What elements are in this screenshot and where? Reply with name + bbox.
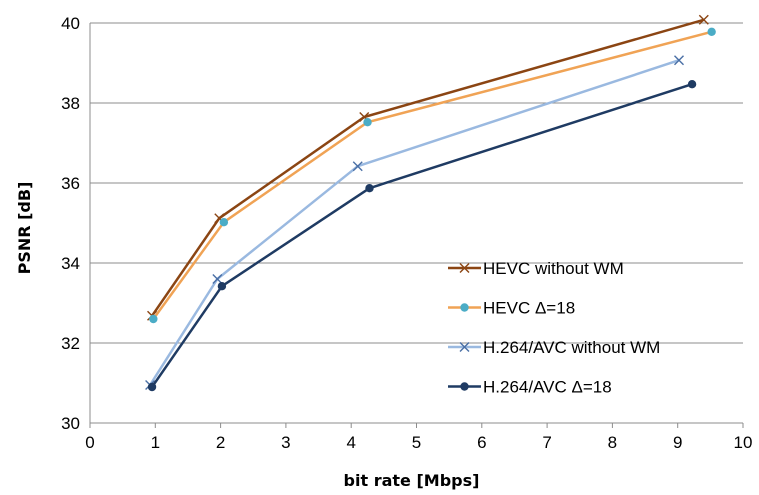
- data-point: [147, 382, 157, 392]
- data-point: [687, 80, 697, 89]
- x-tick-label: 10: [734, 433, 753, 452]
- data-point: [363, 118, 372, 127]
- series-line: [152, 30, 712, 320]
- data-point: [149, 314, 158, 324]
- series-4: [147, 80, 697, 392]
- x-tick-label: 8: [608, 433, 617, 452]
- series-2: [149, 27, 716, 324]
- series-layer: [145, 14, 716, 392]
- data-point: [365, 184, 374, 193]
- data-point: [707, 27, 716, 36]
- x-tick-label: 0: [85, 433, 94, 452]
- legend-item: HEVC Δ=18: [448, 299, 575, 318]
- series-line: [151, 83, 693, 388]
- x-axis-title: bit rate [Mbps]: [344, 471, 480, 490]
- x-tick-label: 6: [477, 433, 486, 452]
- legend-item: H.264/AVC without WM: [448, 338, 660, 357]
- x-tick-label: 5: [412, 433, 421, 452]
- data-point: [698, 14, 709, 25]
- data-point: [212, 274, 223, 284]
- data-point: [352, 161, 363, 172]
- y-tick-label: 38: [61, 94, 80, 113]
- legend-marker: [460, 303, 469, 312]
- legend-marker: [459, 342, 470, 352]
- series-line: [149, 59, 680, 386]
- legend-item: HEVC without WM: [448, 259, 624, 278]
- legend-label: HEVC Δ=18: [483, 299, 575, 318]
- y-tick-label: 40: [61, 14, 80, 33]
- y-axis-title: PSNR [dB]: [15, 182, 34, 275]
- legend-label: HEVC without WM: [483, 259, 624, 278]
- legend-label: H.264/AVC without WM: [483, 338, 660, 357]
- x-tick-label: 7: [542, 433, 551, 452]
- x-tick-label: 4: [346, 433, 355, 452]
- y-tick-label: 32: [61, 334, 80, 353]
- x-tick-label: 3: [281, 433, 290, 452]
- legend: HEVC without WM HEVC Δ=18 H.264/AVC withou…: [448, 259, 660, 397]
- x-tick-label: 2: [216, 433, 225, 452]
- legend-marker: [459, 263, 470, 273]
- y-tick-label: 30: [61, 414, 80, 433]
- y-tick-label: 34: [61, 254, 80, 273]
- x-tick-label: 1: [151, 433, 160, 452]
- y-tick-label: 36: [61, 174, 80, 193]
- y-tick-labels: 30 32 34 36 38 40: [61, 14, 80, 433]
- legend-item: H.264/AVC Δ=18: [448, 378, 612, 397]
- data-point: [674, 55, 685, 66]
- data-point: [217, 282, 227, 291]
- data-point: [219, 218, 229, 227]
- x-tick-label: 9: [673, 433, 682, 452]
- legend-marker: [460, 382, 469, 391]
- x-tick-labels: 0 1 2 3 4 5 6 7 8 9 10: [85, 433, 752, 452]
- series-line: [151, 18, 705, 317]
- axes: [89, 23, 744, 428]
- series-1: [147, 14, 709, 321]
- legend-label: H.264/AVC Δ=18: [483, 378, 612, 397]
